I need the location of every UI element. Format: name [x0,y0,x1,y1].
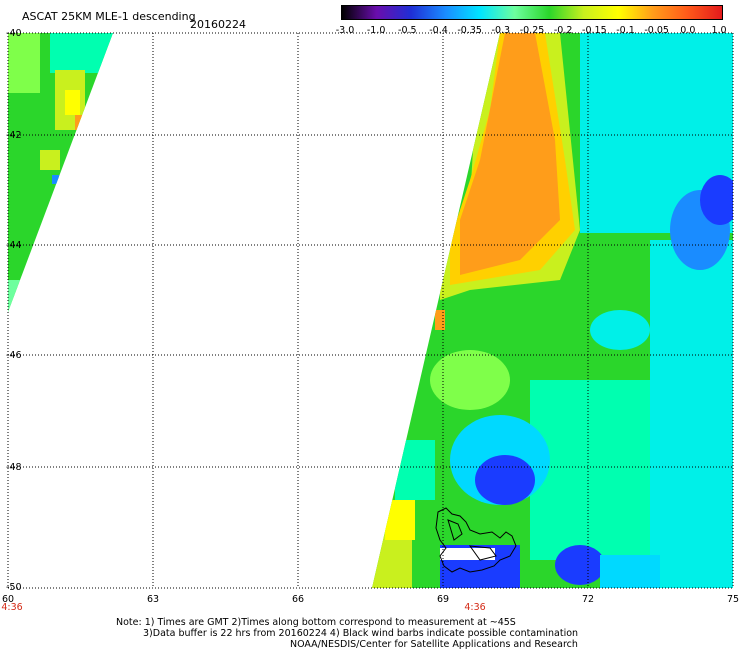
map-title: ASCAT 25KM MLE-1 descending [22,10,196,23]
colorbar-tick-label: -0.5 [398,25,417,36]
colorbar [341,5,723,20]
left-swath [8,33,113,312]
lat-label: -46 [6,350,22,361]
note-line-2: 3)Data buffer is 22 hrs from 20160224 4)… [143,628,579,639]
kerguelen-coastline [435,507,517,573]
time-label: 4:36 [464,602,486,613]
lat-label: -50 [6,582,22,593]
lon-label: 60 [1,594,15,605]
colorbar-tick-label: -0.15 [582,25,607,36]
colorbar-tick-label: -1.0 [366,25,386,36]
lon-label: 72 [581,594,595,605]
map-date: 20160224 [190,18,246,31]
colorbar-tick-label: -0.1 [616,25,635,36]
time-label: 4:36 [1,602,23,613]
right-swath [372,33,733,588]
note-line-1: Note: 1) Times are GMT 2)Times along bot… [116,617,516,628]
note-line-3: NOAA/NESDIS/Center for Satellite Applica… [290,639,578,650]
colorbar-tick-label: -0.3 [491,25,511,36]
colorbar-tick-label: 0.0 [680,25,696,36]
colorbar-tick-label: 1.0 [711,25,727,36]
lon-label: 69 [436,594,450,605]
lat-label: -44 [6,240,22,251]
colorbar-tick-label: -0.25 [519,25,545,36]
lat-label: -40 [6,28,22,39]
colorbar-tick-label: -0.2 [553,25,573,36]
lat-label: -48 [6,462,22,473]
colorbar-tick-label: -3.0 [335,25,355,36]
colorbar-tick-label: -0.4 [429,25,448,36]
lon-label: 66 [291,594,305,605]
colorbar-tick-label: -0.05 [644,25,669,36]
colorbar-tick-label: -0.35 [457,25,482,36]
graticule [7,32,734,589]
lat-label: -42 [6,130,22,141]
lon-label: 75 [726,594,740,605]
lon-label: 63 [146,594,160,605]
